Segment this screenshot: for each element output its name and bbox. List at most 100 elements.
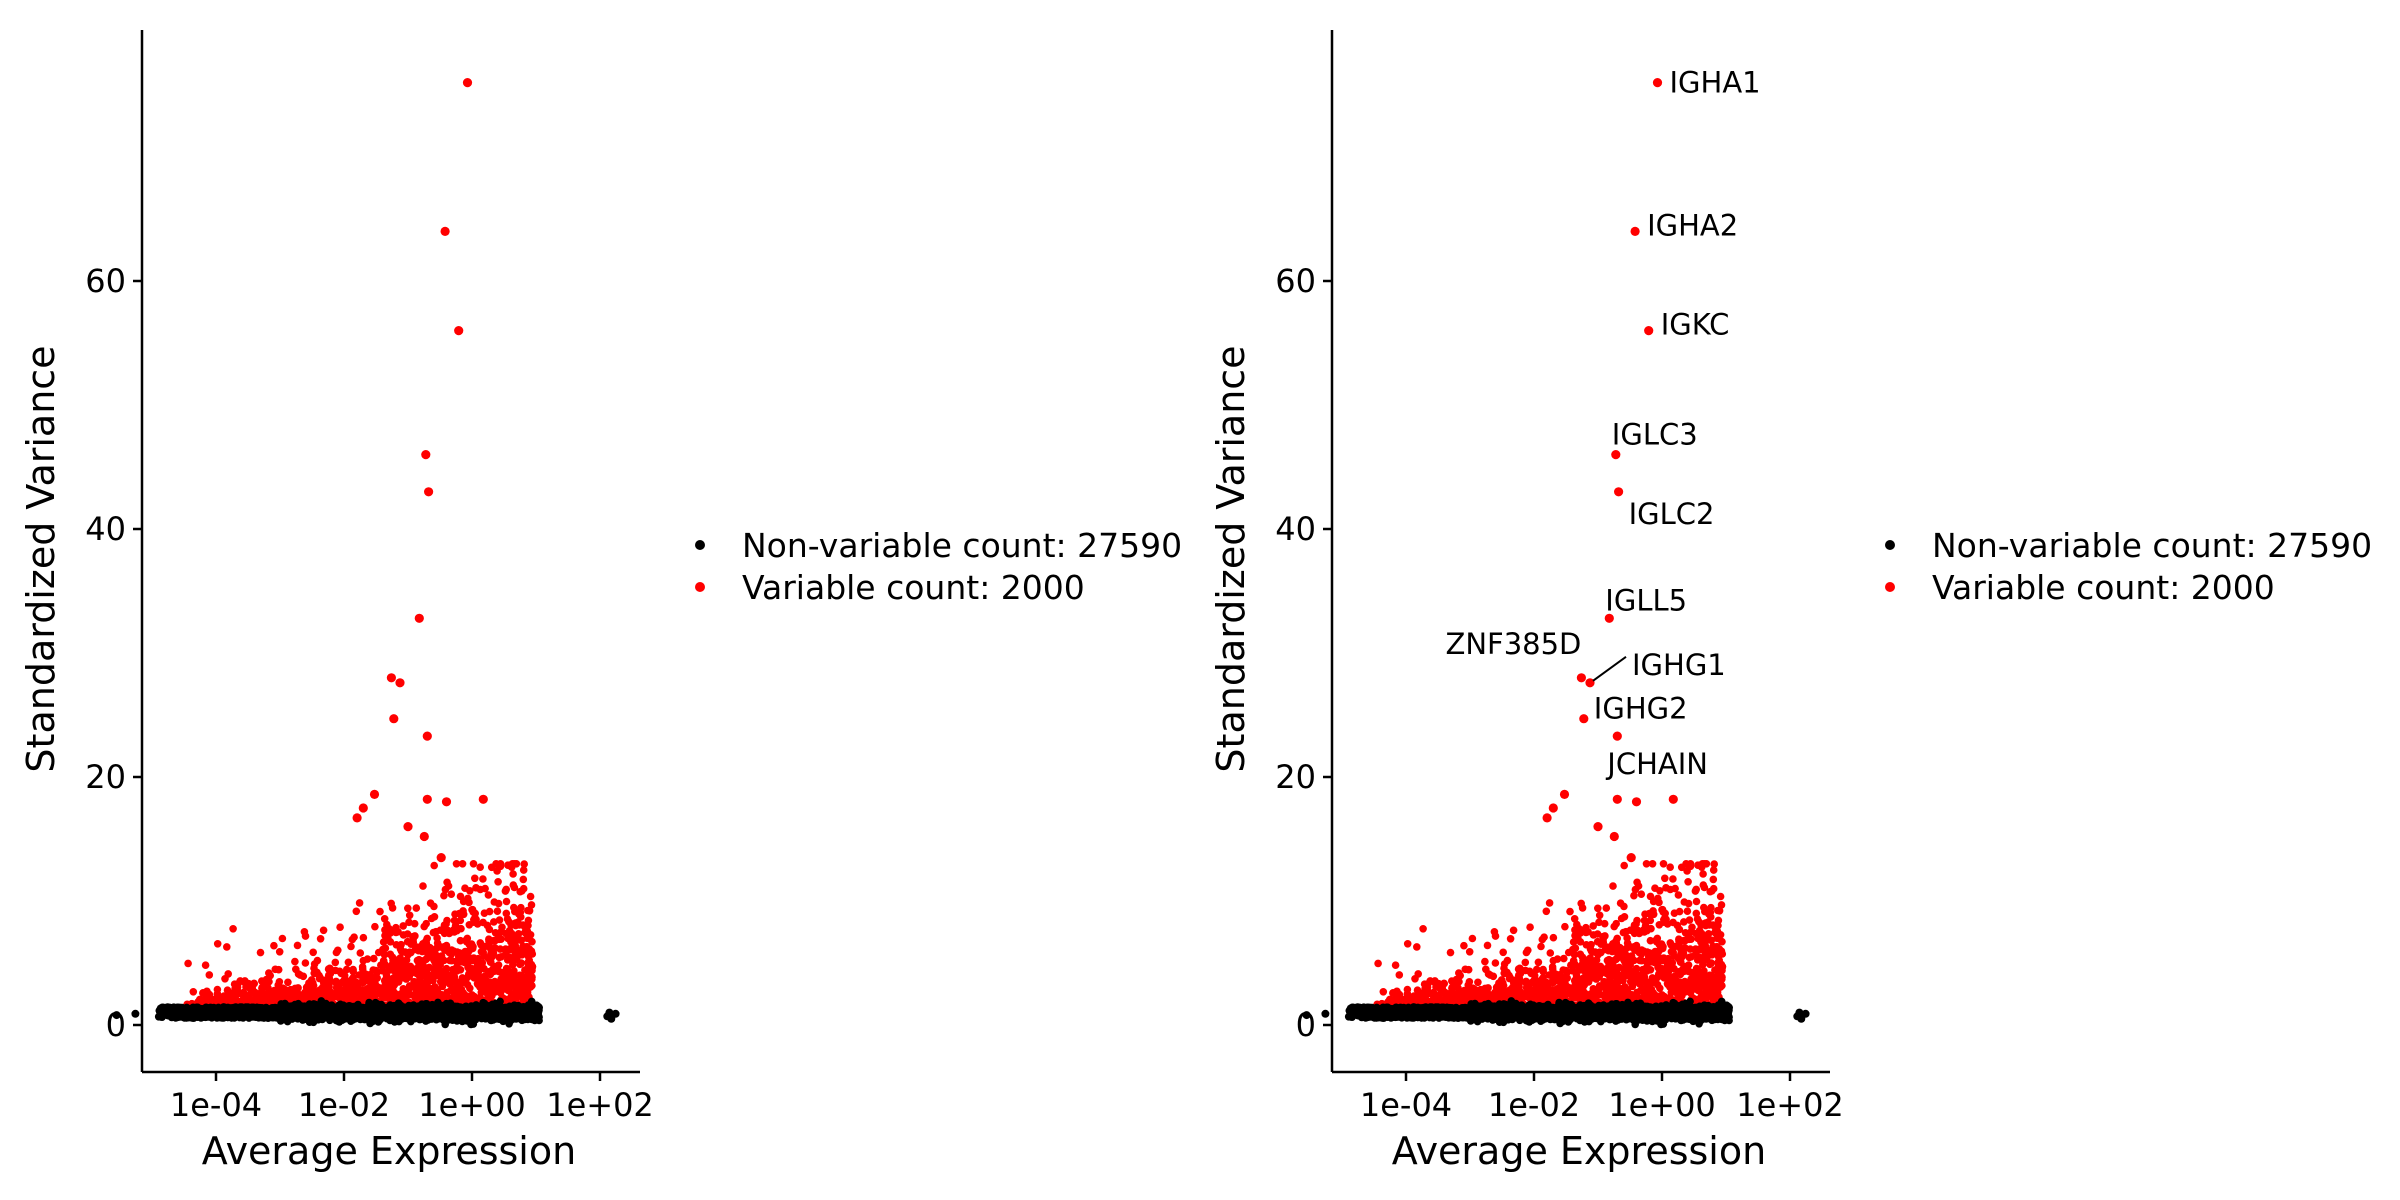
variable-gene-point [442,920,450,928]
nonvariable-gene-point [498,1003,506,1012]
y-tick-label: 60 [85,262,126,300]
variable-gene-point [378,967,387,975]
variable-gene-point [366,974,375,983]
top-variable-gene-point [462,78,473,88]
nonvariable-gene-point [255,1005,264,1013]
variable-gene-point [270,941,278,950]
variable-gene-point [1483,941,1492,950]
variable-gene-point [471,909,480,918]
variable-gene-point [433,986,442,994]
variable-gene-point [510,936,519,944]
variable-gene-point [372,966,380,975]
nonvariable-gene-point [392,1004,400,1012]
top-variable-gene-point [369,789,380,800]
variable-gene-point [213,990,222,998]
variable-gene-point [495,967,504,976]
variable-gene-point [358,976,367,985]
y-axis-title: Standardized Variance [1209,345,1253,772]
nonvariable-gene-point [504,1010,512,1019]
variable-gene-point [442,964,451,973]
variable-gene-point [348,935,357,944]
variable-gene-point [453,956,462,965]
variable-gene-point [501,946,510,954]
nonvariable-gene-point [197,1014,205,1022]
variable-gene-point [458,860,467,868]
variable-gene-point [448,965,457,974]
nonvariable-gene-point [216,1013,224,1022]
variable-gene-point [331,958,340,967]
top-variable-gene-point [403,822,413,832]
nonvariable-gene-point [176,1004,185,1012]
nonvariable-gene-point [484,1013,493,1021]
variable-gene-point [470,974,478,982]
variable-gene-point [1461,965,1470,974]
variable-gene-point [388,986,396,994]
variable-gene-point [503,984,512,992]
variable-gene-point [396,945,405,953]
variable-gene-point [520,860,528,868]
nonvariable-gene-point [374,1013,383,1021]
variable-gene-point [433,971,442,980]
variable-gene-point [509,881,518,889]
top-variable-gene-point [441,797,452,807]
variable-gene-point [284,978,292,987]
variable-gene-point [501,887,510,895]
variable-gene-point [201,961,210,969]
variable-gene-point [432,927,440,936]
variable-gene-point [514,918,522,927]
variable-gene-point [380,915,389,923]
top-variable-gene-point [389,714,399,724]
variable-gene-point [278,934,287,943]
variable-gene-point [401,968,409,976]
variable-gene-point [422,955,431,964]
top-variable-points [352,78,488,863]
variable-gene-point [406,962,415,971]
variable-gene-point [1539,965,1547,974]
variable-gene-point [293,941,302,950]
variable-gene-point [525,967,534,976]
variable-gene-point [354,988,363,996]
variable-gene-point [403,930,412,938]
variable-gene-point [224,970,232,978]
variable-gene-point [310,969,319,978]
variable-gene-point [1542,907,1551,916]
variable-gene-point [344,958,353,967]
variable-gene-point [213,940,222,948]
variable-gene-point [241,977,249,985]
y-tick-label: 20 [85,758,126,796]
nonvariable-gene-point [112,1011,121,1020]
variable-gene-point [292,984,301,993]
variable-gene-point [374,948,383,957]
variable-gene-point [465,921,474,929]
variable-gene-point [426,943,434,952]
variable-gene-point [509,870,517,878]
variable-gene-point [1674,891,1683,899]
y-tick-label: 40 [1275,510,1316,548]
variable-gene-point [266,971,275,980]
variable-gene-point [469,860,478,868]
variable-gene-point [343,965,351,974]
variable-gene-point [456,936,465,945]
nonvariable-gene-point [453,1007,461,1016]
variable-gene-point [1474,978,1482,987]
variable-gene-point [519,875,528,884]
variable-gene-point [275,948,284,956]
variable-gene-point [370,992,378,1000]
variable-gene-point [441,946,449,954]
x-tick-label: 1e-04 [1360,1086,1452,1124]
nonvariable-gene-point [204,1005,213,1014]
variable-gene-point [479,875,487,883]
variable-gene-point [300,928,309,936]
variable-gene-point [325,974,334,983]
variable-points [1373,860,1727,1014]
variable-gene-point [424,971,433,979]
variable-gene-point [256,948,265,957]
nonvariable-gene-point [352,1004,361,1012]
nonvariable-gene-point [173,1013,182,1021]
variable-gene-point [292,965,300,974]
variable-gene-point [451,910,459,918]
variable-gene-point [1692,897,1701,906]
variable-gene-point [427,914,436,923]
